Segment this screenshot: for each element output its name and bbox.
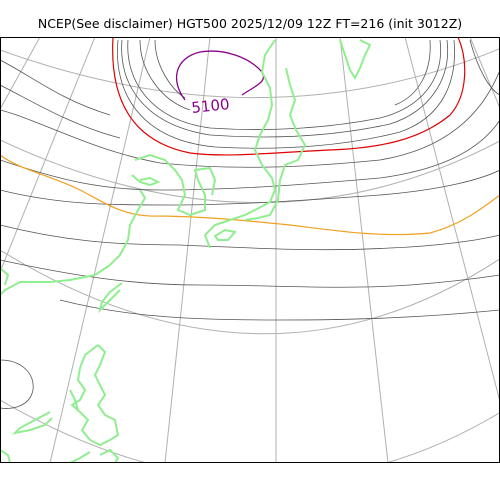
graticule-meridians (0, 37, 500, 463)
contour-5100 (176, 50, 265, 101)
figure-title: NCEP(See disclaimer) HGT500 2025/12/09 1… (37, 16, 463, 31)
coastlines (0, 39, 372, 463)
height-contours (0, 39, 500, 409)
graticule-parallels (0, 48, 500, 463)
contour-label-5100: 5100 (191, 95, 231, 117)
contour-5700 (0, 154, 500, 236)
contour-5400 (112, 37, 466, 156)
